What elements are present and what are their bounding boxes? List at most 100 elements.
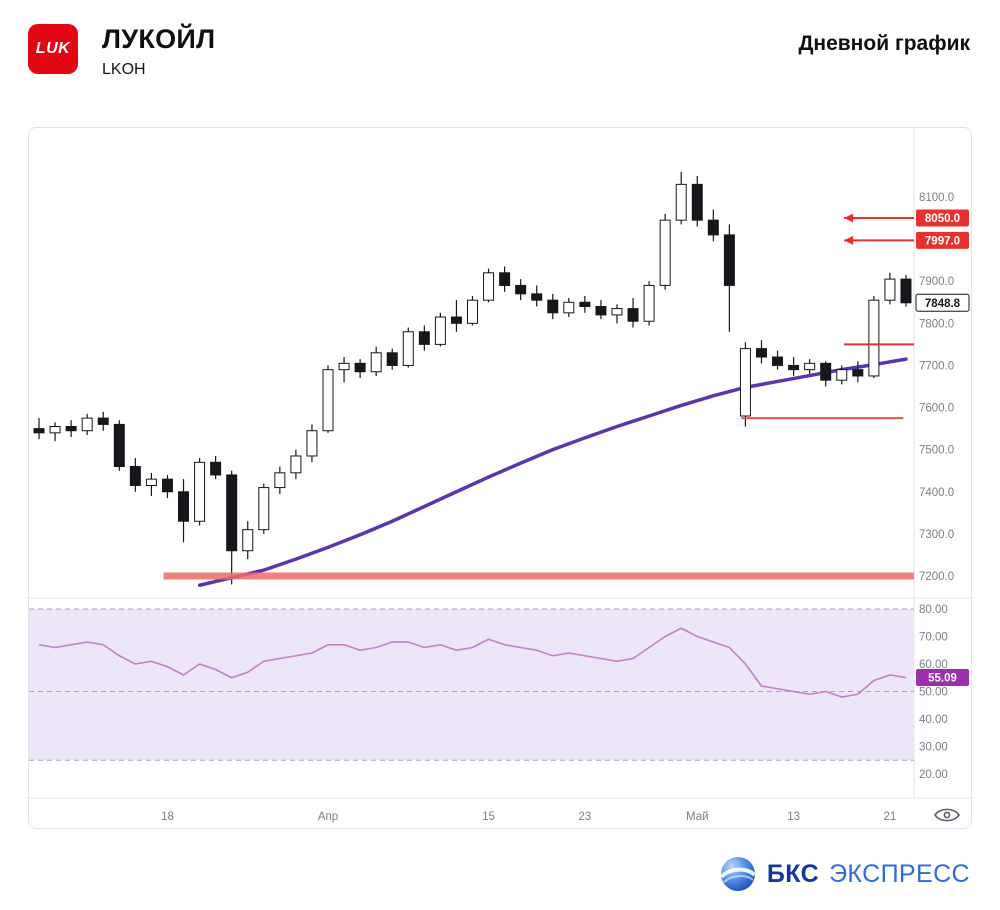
candle-up <box>370 352 382 373</box>
candle-down <box>450 316 462 324</box>
candle-up <box>675 183 687 221</box>
rsi-band <box>29 609 914 761</box>
candle-down <box>65 426 77 432</box>
candle-up <box>274 472 286 489</box>
rsi-value-badge <box>916 669 969 687</box>
level-arrow <box>844 213 854 223</box>
rsi-axis-label: 80.00 <box>919 604 948 616</box>
instrument-titles: ЛУКОЙЛ LKOH <box>102 24 215 79</box>
candle-up <box>804 362 816 371</box>
candle-down <box>627 308 639 322</box>
price-axis-label: 7900.0 <box>919 276 954 288</box>
level-price-badge-label: 8050.0 <box>925 213 960 225</box>
ma-line <box>197 357 908 588</box>
bks-sphere-icon <box>719 857 756 891</box>
time-axis-label: 18 <box>161 811 174 823</box>
rsi-axis-label: 40.00 <box>919 714 948 726</box>
candle-down <box>788 364 800 371</box>
rsi-axis-label: 30.00 <box>919 742 948 754</box>
time-axis-label: Апр <box>318 811 338 823</box>
candle-down <box>210 461 222 476</box>
candle-up <box>836 369 848 381</box>
candle-down <box>515 284 527 295</box>
price-axis-label: 7200.0 <box>919 571 954 583</box>
candle-down <box>723 234 735 286</box>
rsi-axis-label: 50.00 <box>919 687 948 699</box>
candle-up <box>868 299 880 377</box>
lukoil-logo-text: LUK <box>35 40 71 57</box>
level-price-badge <box>916 231 969 249</box>
candle-up <box>81 417 93 432</box>
rsi-value-badge-label: 55.09 <box>928 673 957 685</box>
candle-up <box>483 272 495 301</box>
candle-down <box>531 293 543 301</box>
candle-down <box>113 423 125 468</box>
candle-down <box>772 356 784 366</box>
price-axis-label: 7500.0 <box>919 445 954 457</box>
time-axis-label: 21 <box>884 811 897 823</box>
candle-down <box>161 478 173 493</box>
brand-express: ЭКСПРЕСС <box>829 859 970 888</box>
price-axis-label: 7300.0 <box>919 529 954 541</box>
candle-down <box>226 474 238 552</box>
candle-down <box>900 278 912 304</box>
candle-down <box>386 352 398 366</box>
rsi-axis-label: 20.00 <box>919 769 948 781</box>
candle-up <box>290 455 302 474</box>
candle-down <box>97 417 109 425</box>
chart-card: 8100.0 7900.0 7800.0 7700.0 7600.0 7500.0 7400… <box>28 127 972 829</box>
time-axis-label: Май <box>686 811 709 823</box>
candle-up <box>659 219 671 286</box>
price-axis-label: 8100.0 <box>919 192 954 204</box>
candle-up <box>306 430 318 457</box>
timeframe-label: Дневной график <box>798 32 970 55</box>
level-price-badge-label: 7997.0 <box>925 235 960 247</box>
candle-up <box>563 301 575 314</box>
candle-up <box>643 284 655 322</box>
brand-bks: БКС <box>766 859 820 888</box>
candle-up <box>434 316 446 345</box>
footer: БКС ЭКСПРЕСС <box>0 829 1000 893</box>
candle-up <box>322 369 334 432</box>
time-axis-label: 15 <box>482 811 495 823</box>
candle-down <box>499 272 511 286</box>
candle-up <box>402 331 414 366</box>
rsi-axis-label: 70.00 <box>919 632 948 644</box>
candle-down <box>354 362 366 373</box>
candle-down <box>33 428 45 434</box>
candle-up <box>242 529 254 552</box>
price-axis-label: 7700.0 <box>919 360 954 372</box>
candle-down <box>707 219 719 236</box>
price-chart-canvas: 8100.0 7900.0 7800.0 7700.0 7600.0 7500.0 7400… <box>29 128 971 823</box>
candle-down <box>820 362 832 381</box>
lukoil-logo: LUK <box>28 24 78 74</box>
candle-up <box>145 478 157 486</box>
rsi-line <box>38 627 907 698</box>
candle-up <box>194 461 206 522</box>
candle-up <box>258 487 270 531</box>
header: LUK ЛУКОЙЛ LKOH Дневной график <box>0 0 1000 79</box>
candle-down <box>178 491 190 522</box>
candle-down <box>691 183 703 221</box>
time-axis-label: 23 <box>578 811 591 823</box>
candle-down <box>129 466 141 486</box>
rsi-axis-label: 60.00 <box>919 659 948 671</box>
candle-down <box>852 369 864 377</box>
candle-up <box>49 426 61 434</box>
candle-up <box>739 348 751 417</box>
eye-icon[interactable] <box>934 808 960 822</box>
last-price-badge <box>915 293 970 312</box>
candle-up <box>611 308 623 316</box>
candle-down <box>418 331 430 345</box>
level-price-badge <box>916 209 969 227</box>
instrument-ticker: LKOH <box>102 61 146 78</box>
instrument-title: ЛУКОЙЛ <box>102 24 216 54</box>
candle-up <box>467 299 478 324</box>
candle-down <box>579 301 591 307</box>
level-arrow <box>844 235 854 245</box>
price-axis-label: 7800.0 <box>919 318 954 330</box>
last-price-badge-label: 7848.8 <box>925 298 961 310</box>
time-axis-label: 13 <box>787 811 800 823</box>
candle-up <box>338 362 350 371</box>
